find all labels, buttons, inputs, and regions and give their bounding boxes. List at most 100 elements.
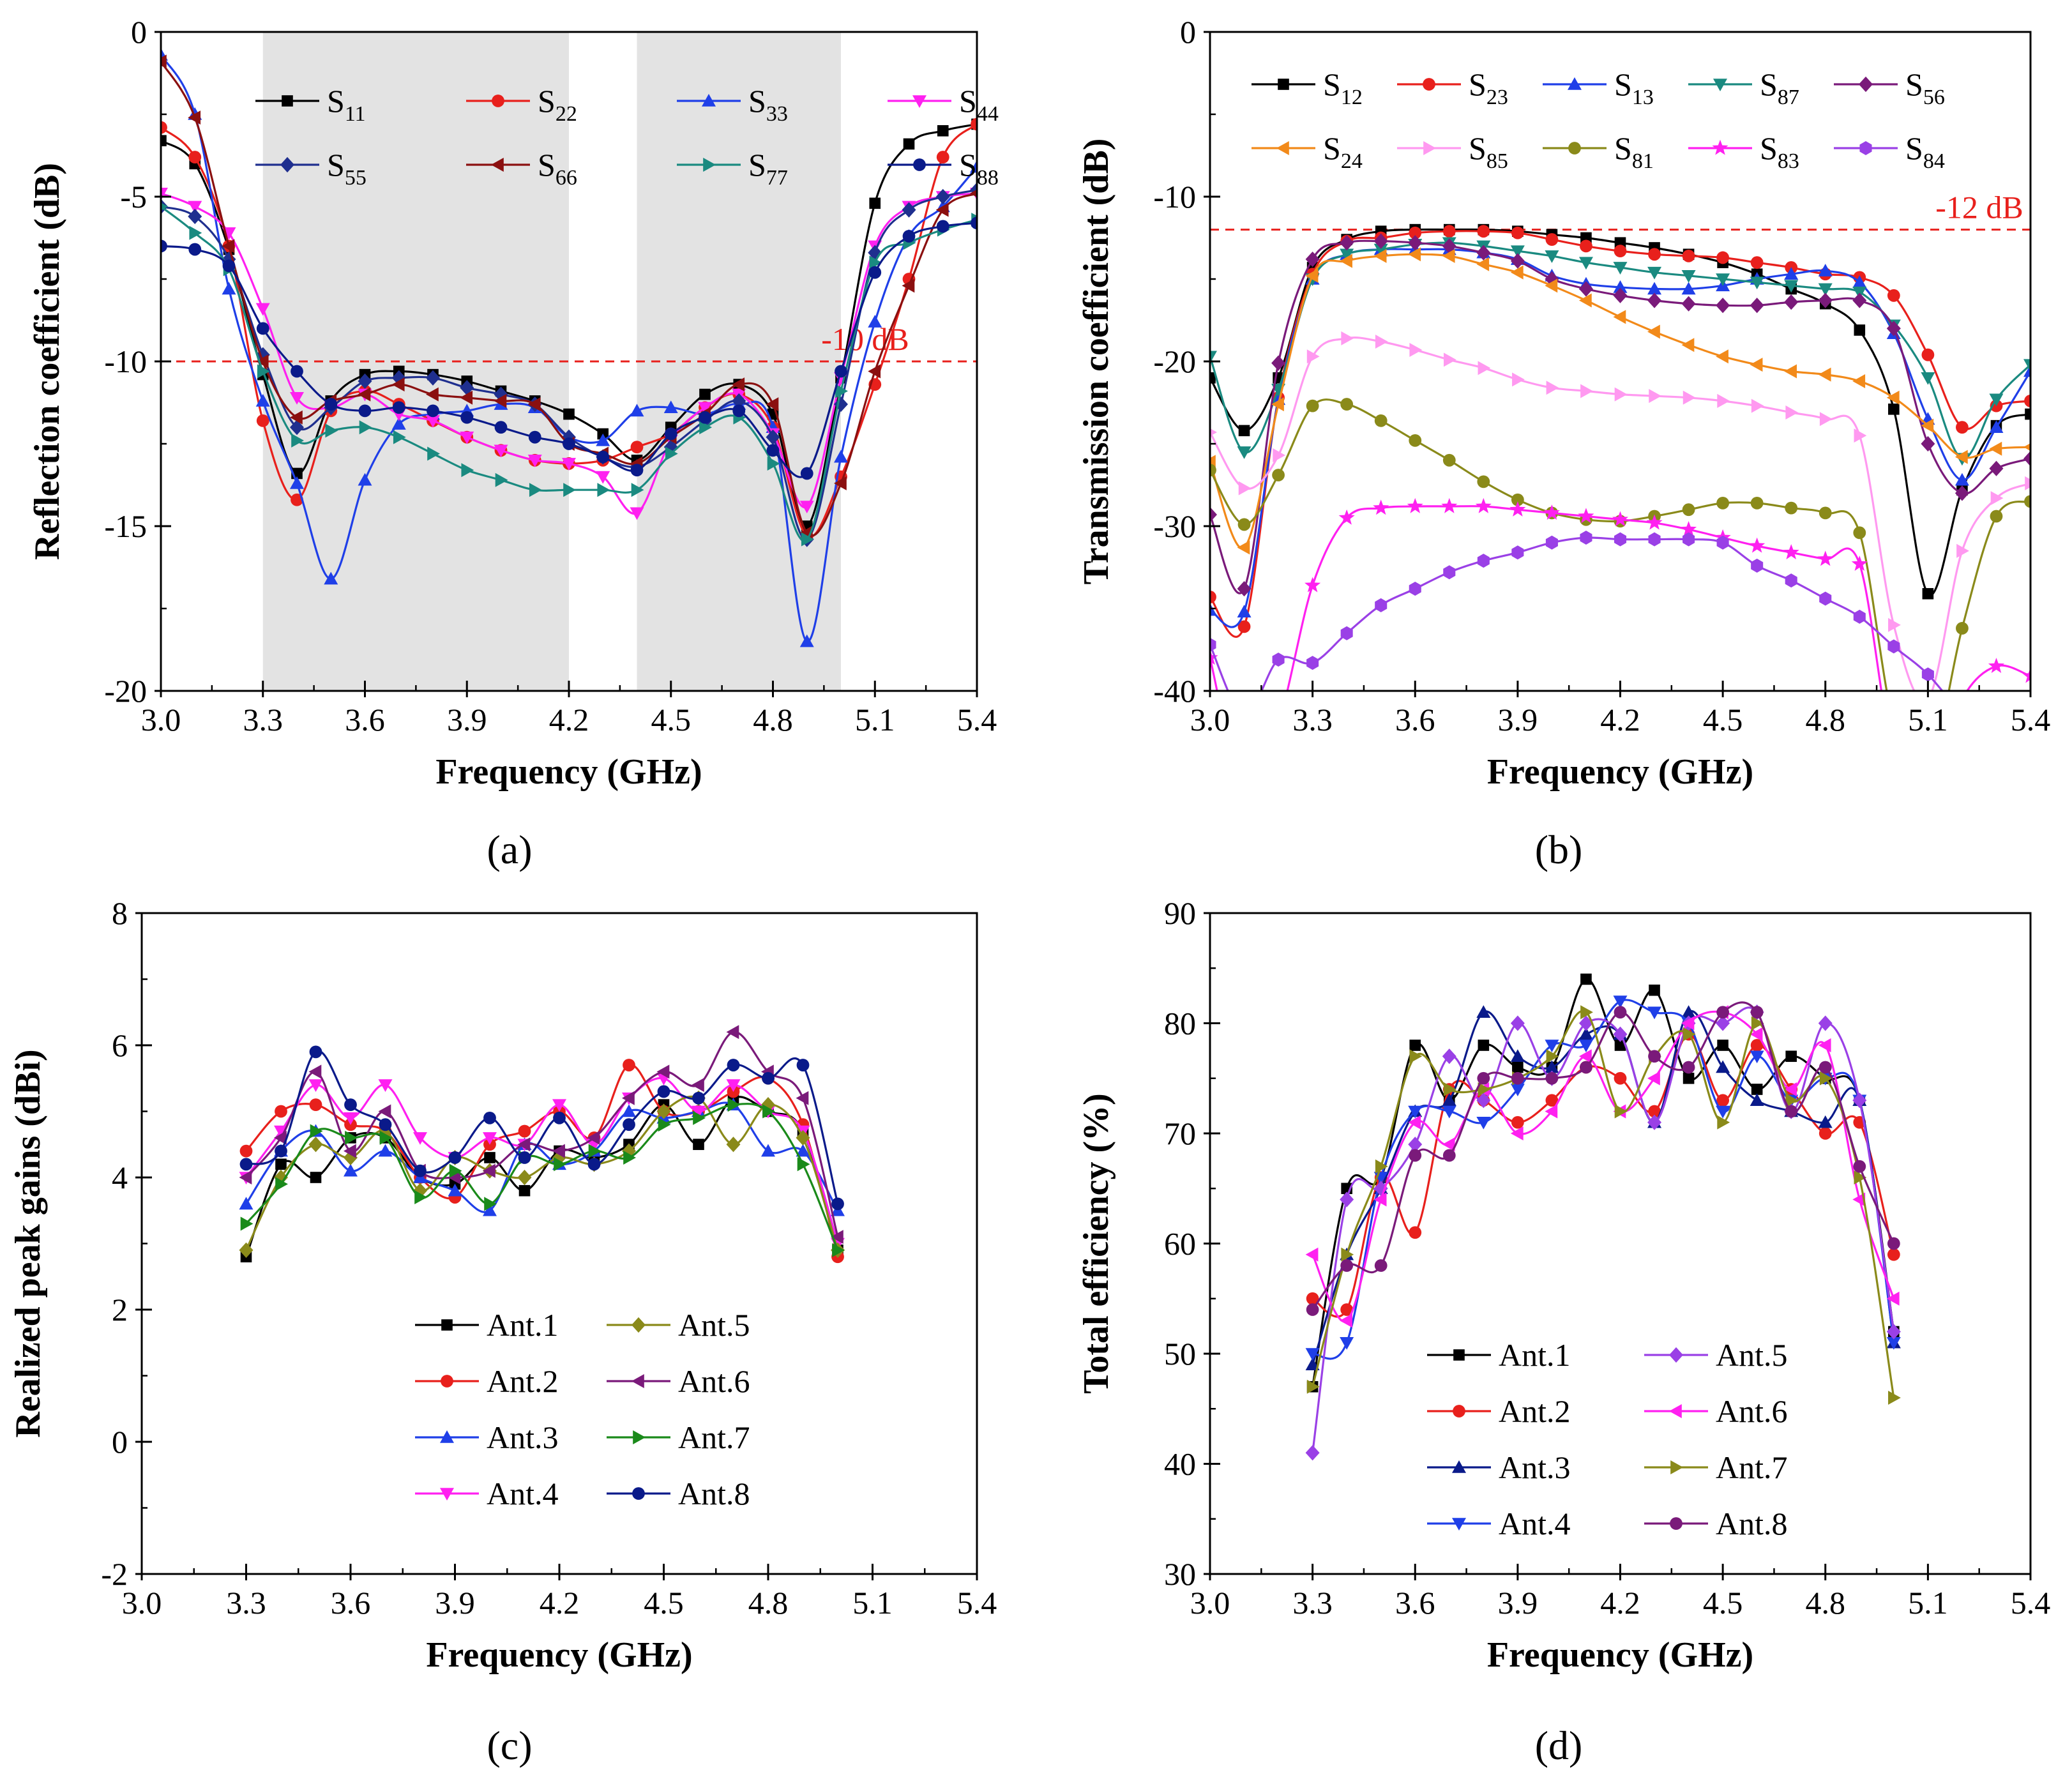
legend-label-subscript: 84	[1923, 149, 1945, 173]
data-point	[1716, 1060, 1730, 1073]
data-point	[255, 303, 270, 316]
legend-label: Ant.5	[1716, 1337, 1788, 1373]
data-point	[1990, 491, 2004, 506]
data-point	[1785, 501, 1798, 515]
legend-marker	[1859, 76, 1873, 93]
data-point	[1409, 1226, 1422, 1239]
legend-marker	[440, 1430, 454, 1443]
data-point	[1409, 582, 1421, 596]
data-point	[797, 1157, 810, 1172]
data-point	[1340, 626, 1353, 640]
data-point	[274, 1125, 288, 1138]
data-point	[310, 1172, 322, 1183]
x-tick-label: 3.6	[1395, 702, 1435, 738]
data-point	[1580, 531, 1592, 545]
data-point	[460, 380, 474, 396]
data-point	[1921, 418, 1934, 433]
legend-marker	[1452, 1460, 1466, 1473]
legend-marker	[1669, 1347, 1683, 1363]
data-point	[483, 1203, 497, 1216]
data-point	[1990, 750, 2002, 764]
data-point	[726, 1025, 739, 1040]
data-point	[1886, 1291, 1900, 1306]
data-point	[1236, 782, 1252, 797]
data-point	[1546, 381, 1559, 395]
data-point	[1210, 506, 1217, 523]
data-point	[275, 1144, 287, 1158]
data-point	[1751, 558, 1764, 573]
data-point	[1237, 446, 1252, 459]
x-tick-label: 4.5	[651, 702, 692, 738]
y-axis-title: Transmission coefficient (dB)	[1077, 139, 1116, 585]
data-point	[1921, 372, 1935, 385]
data-point	[495, 473, 508, 487]
y-tick-label: 90	[1164, 895, 1196, 931]
legend-item: Ant.6	[607, 1363, 750, 1399]
data-point	[1408, 1105, 1423, 1119]
x-tick-label: 4.2	[549, 702, 589, 738]
data-point	[1854, 324, 1866, 336]
y-tick-label: 8	[112, 895, 128, 931]
data-point	[1750, 358, 1763, 372]
data-point	[1580, 384, 1593, 398]
data-point	[1647, 266, 1662, 280]
data-point	[1956, 543, 1969, 558]
data-point	[1614, 1006, 1627, 1019]
data-point	[727, 1059, 740, 1071]
data-point	[835, 384, 848, 398]
data-point	[188, 200, 202, 214]
data-point	[1441, 497, 1458, 513]
x-axis-title: Frequency (GHz)	[435, 752, 702, 792]
data-point	[1681, 520, 1697, 536]
legend-marker	[912, 95, 926, 108]
data-point	[1442, 1105, 1456, 1119]
data-point	[1545, 1104, 1558, 1119]
legend-item: S44	[888, 83, 999, 126]
data-point	[1614, 1040, 1626, 1051]
data-point	[563, 408, 575, 420]
data-point	[1210, 464, 1216, 477]
legend-marker	[1452, 1518, 1466, 1531]
data-point	[484, 1152, 495, 1163]
legend-marker	[1453, 1405, 1465, 1418]
data-point	[623, 1150, 636, 1165]
series-line	[245, 1050, 839, 1204]
data-point	[762, 1104, 775, 1119]
data-point	[1989, 420, 2004, 433]
data-point	[1578, 508, 1594, 524]
data-point	[1962, 690, 1963, 691]
data-point	[483, 1163, 495, 1178]
data-point	[1852, 275, 1867, 288]
data-point	[1305, 268, 1319, 283]
data-point	[255, 354, 269, 368]
data-point	[1340, 1336, 1354, 1350]
data-point	[1509, 501, 1526, 517]
data-point	[1409, 342, 1423, 357]
data-point	[1614, 387, 1628, 402]
legend: Ant.1 Ant.2 Ant.3 Ant.4 Ant.5 Ant.6 Ant.7 Ant.8	[415, 1307, 750, 1511]
data-point	[796, 1091, 809, 1105]
x-tick-label: 3.0	[1190, 1585, 1230, 1621]
x-tick-label: 3.9	[1498, 702, 1538, 738]
y-tick-label: -10	[104, 344, 147, 379]
data-point	[1750, 256, 1764, 269]
data-point	[693, 1138, 704, 1151]
data-point	[1442, 248, 1455, 263]
data-point	[1716, 349, 1728, 364]
data-point	[1649, 984, 1660, 996]
data-point	[239, 1144, 253, 1158]
data-point	[1852, 374, 1866, 388]
x-tick-label: 3.0	[122, 1585, 162, 1621]
data-point	[1545, 1060, 1559, 1073]
data-point	[726, 1137, 741, 1153]
legend-item: S22	[466, 83, 577, 126]
legend-label: S88	[959, 147, 999, 190]
data-point	[1578, 293, 1592, 308]
plot-area	[161, 48, 977, 647]
y-tick-label: -30	[1153, 508, 1196, 544]
data-point	[1717, 1115, 1730, 1130]
data-point	[1306, 1379, 1320, 1394]
legend-item: Ant.1	[415, 1307, 559, 1343]
data-point	[1237, 620, 1251, 633]
x-tick-label: 5.4	[957, 1585, 997, 1621]
